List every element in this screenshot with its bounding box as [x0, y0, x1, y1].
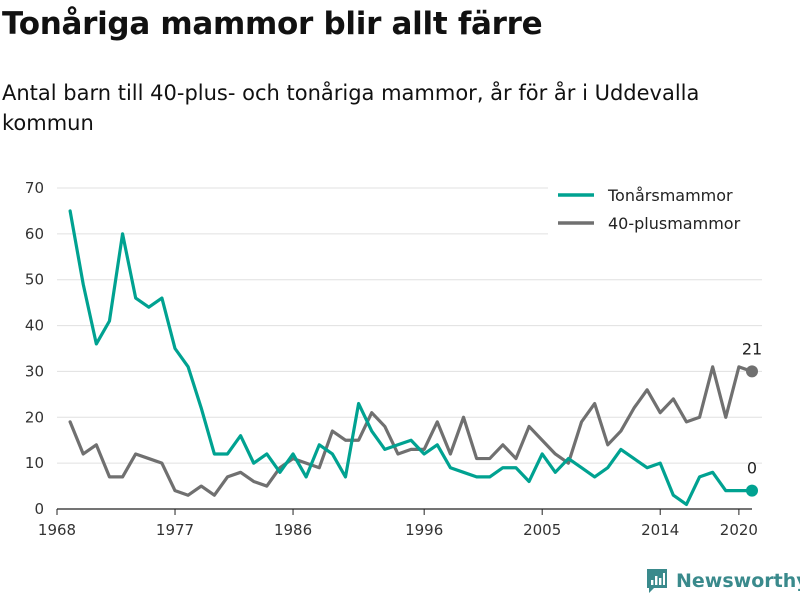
y-tick-label: 60	[25, 225, 44, 243]
legend-box	[548, 177, 766, 237]
x-tick-label: 1977	[156, 521, 194, 539]
x-tick-label: 1986	[274, 521, 312, 539]
line-chart: 0 10 20 30 40 50 60 70 1968 1977 1986 1996 2005 2014 2…	[24, 177, 766, 539]
brand-name: Newsworthy	[676, 570, 800, 592]
y-tick-label: 50	[25, 271, 44, 289]
y-tick-label: 10	[25, 454, 44, 472]
x-tick-label: 1968	[38, 521, 76, 539]
newsworthy-brand[interactable]: Newsworthy	[646, 568, 800, 594]
legend-label: Tonårsmammor	[607, 186, 733, 205]
chart-subtitle: Antal barn till 40-plus- och tonåriga ma…	[2, 81, 700, 135]
series-line	[68, 365, 754, 497]
series-end-label: 21	[742, 339, 762, 358]
x-tick-label: 2020	[720, 521, 758, 539]
newsworthy-logo-icon	[647, 569, 667, 593]
legend-label: 40-plusmammor	[608, 214, 741, 233]
chart-title: Tonåriga mammor blir allt färre	[2, 6, 543, 42]
x-tick-label: 1996	[405, 521, 443, 539]
y-tick-label: 20	[25, 408, 44, 426]
series-end-label: 0	[747, 459, 757, 478]
y-tick-label: 0	[34, 500, 44, 518]
series-end-marker	[746, 484, 758, 497]
x-tick-label: 2005	[523, 521, 561, 539]
y-tick-label: 40	[25, 317, 44, 335]
y-tick-label: 30	[25, 362, 44, 380]
series-end-marker	[746, 365, 758, 378]
series-line	[68, 209, 754, 507]
y-tick-label: 70	[25, 179, 44, 197]
x-tick-label: 2014	[641, 521, 679, 539]
